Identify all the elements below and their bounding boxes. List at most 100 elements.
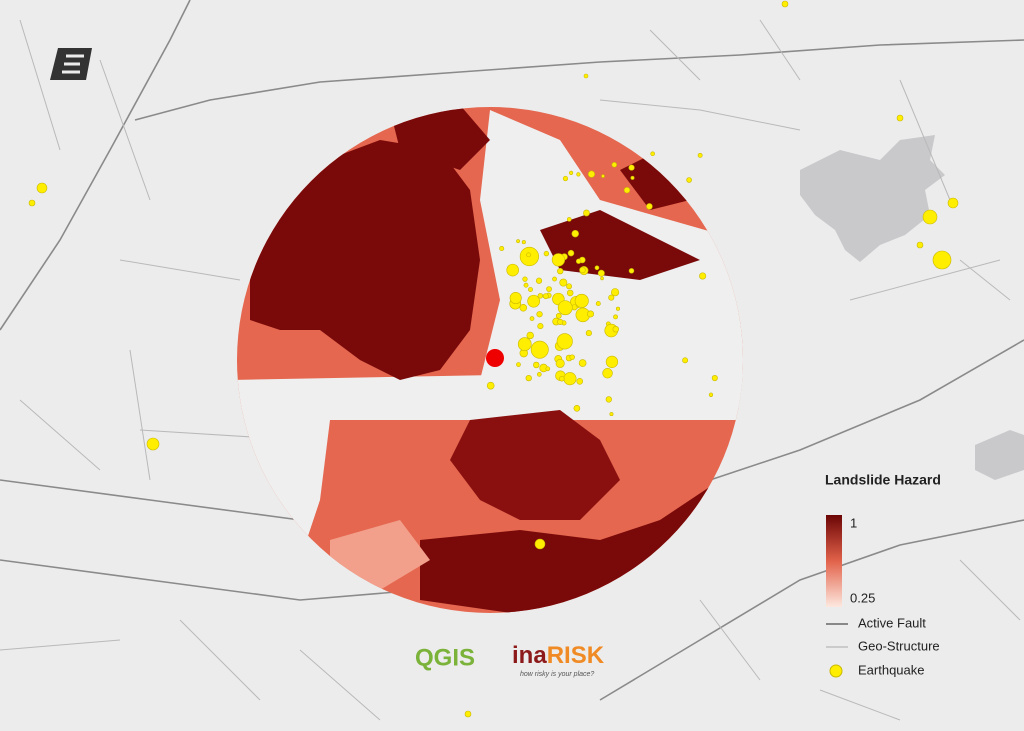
earthquake [711,375,718,382]
earthquake [526,252,531,258]
lake [800,135,945,262]
earthquake [650,151,655,157]
earthquake [630,175,635,180]
earthquake [615,306,621,311]
earthquake [597,269,605,277]
earthquake [464,710,472,718]
earthquake [708,392,714,397]
earthquake [587,310,595,318]
legend-item: Active Fault [858,615,926,630]
earthquake [608,294,615,301]
earthquake [576,172,581,177]
earthquake [605,355,619,368]
earthquakes [28,0,959,718]
brand-logo-mark [62,54,84,74]
earthquake [557,300,573,316]
earthquake [521,240,526,245]
earthquake [611,288,620,297]
earthquake [537,293,544,299]
earthquake [682,357,689,364]
earthquake [566,217,572,222]
earthquake [556,333,573,350]
earthquake [537,372,542,377]
earthquake [529,316,535,321]
earthquake-swatch [829,664,843,678]
earthquake [686,177,692,183]
earthquake [566,289,574,297]
earthquake [543,250,550,257]
ramp-min-label: 0.25 [850,590,875,605]
earthquake [146,437,160,451]
earthquake [605,396,612,403]
earthquake [595,301,601,307]
earthquake [567,249,575,257]
earthquake [537,323,544,330]
earthquake [697,152,703,158]
earthquake [509,291,522,304]
earthquake [612,325,619,333]
earthquake [516,239,520,244]
earthquake [522,276,528,282]
earthquake [611,162,618,168]
earthquake [563,372,577,386]
earthquake [519,304,528,312]
earthquake [569,170,574,175]
earthquake [534,538,546,550]
earthquake [569,354,575,360]
legend-item: Earthquake [858,662,925,677]
earthquake [552,276,557,282]
legend-item: Geo-Structure [858,638,940,653]
earthquake [579,266,586,274]
inarisk-prefix: ina [512,642,547,669]
earthquake [525,375,532,382]
earthquake [523,282,529,288]
earthquake [781,0,789,8]
earthquake [587,170,596,178]
earthquake [566,283,572,290]
earthquake [575,258,582,264]
inarisk-logo: inaRISK [512,642,605,669]
earthquake [506,263,519,277]
earthquake [601,174,605,178]
color-ramp [826,515,842,607]
earthquake [517,337,532,351]
earthquake [578,359,587,367]
epicenter [486,349,504,367]
earthquake [628,164,635,171]
earthquake [574,293,589,308]
earthquake [609,412,614,417]
inarisk-tagline: how risky is your place? [520,671,594,678]
earthquake [557,318,564,325]
earthquake [932,250,952,270]
legend-title: Landslide Hazard [825,472,941,488]
earthquake [535,277,543,284]
lake [975,430,1024,480]
earthquake [583,209,590,217]
inarisk-suffix: RISK [547,642,605,669]
earthquake [916,241,924,249]
earthquake [545,366,551,372]
earthquake [499,246,505,251]
earthquake [623,186,631,194]
earthquake [527,294,541,308]
earthquake [571,229,579,238]
ramp-max-label: 1 [850,515,857,530]
earthquake [516,362,521,367]
earthquake [594,265,600,271]
earthquake [542,293,549,300]
earthquake [613,314,618,320]
earthquake [546,286,552,292]
earthquake [528,287,533,292]
earthquake [922,209,938,225]
earthquake [947,197,959,209]
earthquake [600,276,604,281]
earthquake [646,203,653,210]
earthquake [36,182,48,194]
earthquake [573,404,581,412]
earthquake [28,199,36,207]
earthquake [699,272,707,280]
earthquake [555,312,562,319]
earthquake [533,361,540,369]
earthquake [628,268,635,274]
